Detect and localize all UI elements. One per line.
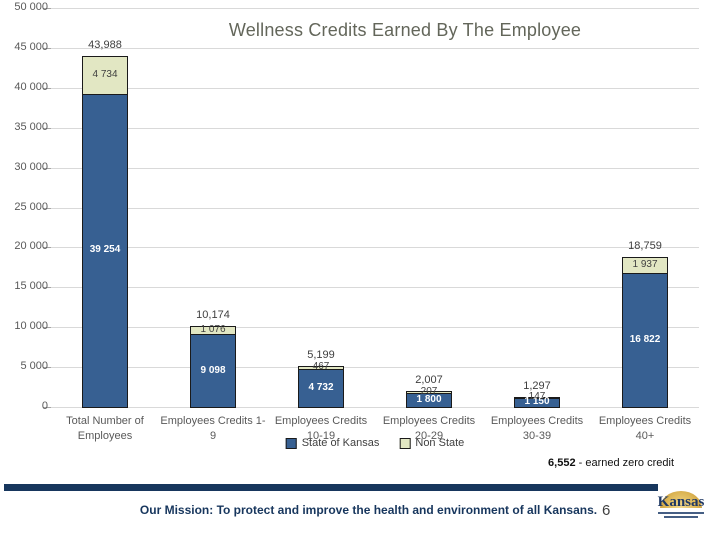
wellness-credits-chart: Wellness Credits Earned By The Employee … [14, 1, 699, 449]
bar-total-label: 18,759 [628, 240, 662, 253]
kansas-logo: Kansas [650, 491, 712, 518]
bar-total-label: 2,007 [415, 373, 443, 386]
y-axis-label: 10 000 [14, 320, 48, 333]
y-axis-tick [43, 247, 51, 249]
x-axis-category-label: Employees Credits 10-19 [274, 415, 368, 442]
bar-segment-non-state [298, 365, 344, 371]
y-axis-tick [43, 367, 51, 369]
x-axis-category-label: Employees Credits 30-39 [490, 415, 584, 442]
chart-legend: State of Kansas Non State [285, 437, 464, 449]
segment-label-state-of-kansas: 16 822 [629, 333, 661, 345]
gridline [51, 127, 699, 129]
y-axis-label: 30 000 [14, 160, 48, 173]
legend-item-state-of-kansas: State of Kansas [285, 437, 380, 449]
gridline [51, 367, 699, 369]
legend-item-non-state: Non State [399, 437, 464, 449]
segment-label-non-state: 4 734 [92, 68, 118, 80]
y-axis-tick [43, 47, 51, 49]
gridline [51, 207, 699, 209]
segment-label-non-state: 1 937 [632, 259, 658, 271]
bar-segment-state-of-kansas [622, 272, 668, 408]
gridline [51, 287, 699, 289]
bar-segment-state-of-kansas [190, 334, 236, 408]
y-axis-label: 0 [41, 400, 48, 412]
legend-label-state-of-kansas: State of Kansas [301, 437, 380, 449]
y-axis-label: 40 000 [14, 80, 48, 93]
y-axis-label: 25 000 [14, 200, 48, 213]
legend-swatch-non-state [399, 437, 411, 449]
y-axis-tick [43, 167, 51, 169]
x-axis-category-label: Total Number of Employees [66, 415, 144, 442]
y-axis-label: 50 000 [14, 1, 48, 13]
gridline [51, 327, 699, 329]
gridline [51, 47, 699, 49]
segment-label-state-of-kansas: 9 098 [200, 364, 226, 376]
segment-label-non-state: 1 076 [200, 324, 226, 336]
bar-total-label: 10,174 [196, 308, 230, 321]
gridline [51, 407, 699, 408]
bar-segment-non-state [82, 55, 128, 95]
kansas-logo-small-text-line [664, 516, 698, 518]
y-axis-tick [43, 287, 51, 289]
kansas-logo-dome-icon [660, 491, 702, 508]
bar-segment-non-state [514, 396, 560, 399]
segment-label-state-of-kansas: 4 732 [308, 382, 334, 394]
bar-segment-state-of-kansas [298, 369, 344, 408]
y-axis-tick [43, 207, 51, 209]
x-axis-category-label: Employees Credits 20-29 [382, 415, 476, 442]
bar-segment-non-state [406, 390, 452, 394]
y-axis-label: 45 000 [14, 40, 48, 53]
legend-swatch-state-of-kansas [285, 437, 297, 449]
kansas-logo-text: Kansas [657, 494, 705, 510]
x-axis-category-label: Employees Credits 1-9 [160, 415, 266, 442]
segment-label-state-of-kansas: 1 150 [524, 396, 550, 408]
y-axis-label: 5 000 [20, 360, 48, 373]
segment-label-state-of-kansas: 39 254 [89, 244, 121, 256]
zero-credit-text: - earned zero credit [575, 457, 674, 469]
segment-label-state-of-kansas: 1 800 [416, 393, 442, 405]
y-axis-tick [43, 407, 51, 408]
segment-label-non-state: 147 [528, 391, 546, 403]
page-number: 6 [602, 502, 611, 519]
chart-title: Wellness Credits Earned By The Employee [228, 20, 582, 40]
bar-segment-non-state [190, 325, 236, 336]
y-axis-label: 35 000 [14, 120, 48, 133]
legend-label-non-state: Non State [415, 437, 465, 449]
y-axis-tick [43, 87, 51, 89]
y-axis-tick [43, 127, 51, 129]
gridline [51, 8, 699, 9]
gridline [51, 247, 699, 249]
zero-credit-value: 6,552 [548, 457, 576, 469]
bar-total-label: 5,199 [307, 348, 335, 361]
mission-statement: Our Mission: To protect and improve the … [139, 503, 598, 517]
segment-label-non-state: 207 [420, 385, 438, 397]
bar-segment-non-state [622, 257, 668, 274]
segment-label-non-state: 467 [312, 361, 330, 373]
gridline [51, 167, 699, 169]
y-axis-label: 15 000 [14, 280, 48, 293]
gridline [51, 87, 699, 89]
bar-total-label: 1,297 [523, 379, 551, 392]
bar-total-label: 43,988 [88, 38, 122, 51]
y-axis-tick [43, 327, 51, 329]
zero-credit-note: 6,552 - earned zero credit [548, 457, 674, 469]
footer-divider-bar [4, 484, 658, 491]
bar-segment-state-of-kansas [82, 93, 128, 408]
x-axis-category-label: Employees Credits 40+ [598, 415, 692, 442]
kansas-logo-small-text-line [658, 512, 704, 514]
y-axis-label: 20 000 [14, 240, 48, 253]
y-axis-tick [43, 8, 51, 9]
